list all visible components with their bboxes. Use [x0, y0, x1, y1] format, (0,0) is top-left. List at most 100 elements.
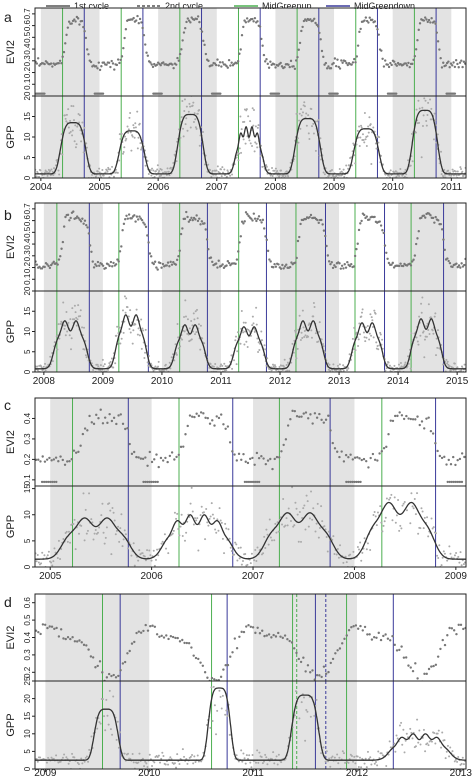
gpp-point — [398, 724, 401, 727]
gpp-point — [366, 750, 369, 753]
gpp-point — [103, 542, 106, 545]
evi2-point — [455, 632, 458, 636]
gpp-point — [419, 743, 422, 746]
evi2-point — [341, 61, 344, 64]
gpp-point — [128, 116, 131, 119]
evi2-point — [39, 460, 42, 463]
evi2-point — [124, 28, 128, 31]
evi2-point — [309, 413, 312, 416]
gpp-point — [353, 154, 356, 157]
y-tick-label: 0.2 — [23, 453, 32, 465]
gpp-point — [127, 752, 130, 755]
evi2-point — [196, 15, 200, 18]
evi2-point — [283, 634, 287, 637]
gpp-point — [381, 338, 384, 341]
evi2-point — [137, 22, 140, 25]
gpp-point — [196, 112, 199, 115]
gpp-point — [235, 156, 238, 159]
evi2-point — [87, 648, 90, 651]
gpp-point — [369, 549, 372, 552]
gpp-point — [260, 755, 263, 758]
gpp-point — [186, 762, 189, 765]
gpp-point — [427, 744, 430, 747]
evi2-point — [244, 21, 248, 24]
evi2-point — [168, 265, 171, 268]
gpp-point — [432, 526, 435, 529]
y-tick-label: 0.3 — [23, 250, 32, 262]
evi2-point — [194, 656, 198, 660]
x-tick-label: 2005 — [39, 571, 62, 582]
evi2-zero-point — [101, 92, 105, 95]
gpp-point — [399, 167, 402, 170]
gpp-point — [80, 757, 83, 760]
evi2-point — [164, 456, 167, 460]
gpp-point — [352, 550, 355, 553]
evi2-point — [361, 629, 364, 632]
evi2-point — [94, 666, 97, 669]
evi2-point — [269, 60, 272, 63]
gpp-point — [102, 174, 105, 177]
gpp-point — [305, 708, 308, 711]
evi2-point — [329, 67, 333, 70]
gpp-point — [280, 761, 283, 764]
gpp-point — [94, 175, 97, 178]
evi2-point — [105, 63, 108, 66]
evi2-point — [282, 267, 285, 270]
evi2-point — [433, 221, 436, 224]
gpp-point — [234, 335, 237, 338]
gpp-point — [429, 98, 432, 101]
gpp-point — [352, 142, 355, 145]
gpp-point — [237, 760, 240, 763]
gpp-point — [186, 318, 189, 321]
evi2-point — [203, 222, 206, 225]
y-tick-label: 0.2 — [23, 66, 32, 78]
evi2-point — [271, 467, 274, 471]
evi2-point — [136, 14, 139, 18]
evi2-point — [452, 629, 456, 632]
evi2-point — [40, 267, 44, 270]
evi2-point — [229, 655, 232, 658]
gpp-point — [176, 753, 179, 756]
gpp-point — [219, 365, 222, 368]
evi2-point — [66, 460, 69, 463]
gpp-point — [248, 139, 251, 142]
y-tick-label: 10 — [23, 327, 32, 336]
x-tick-label: 2011 — [441, 182, 463, 193]
evi2-point — [273, 457, 276, 461]
x-tick-label: 2010 — [138, 768, 161, 779]
evi2-zero-point — [51, 480, 54, 484]
gpp-point — [333, 756, 336, 759]
evi2-point — [123, 36, 126, 40]
gpp-point — [456, 170, 459, 173]
evi2-point — [178, 640, 182, 643]
gpp-point — [176, 322, 179, 325]
gpp-point — [174, 343, 177, 346]
evi2-point — [255, 219, 258, 223]
gpp-point — [75, 316, 78, 319]
gpp-fitted-curve — [35, 501, 466, 560]
evi2-point — [54, 456, 58, 459]
gpp-point — [145, 762, 148, 765]
evi2-point — [207, 59, 210, 63]
gpp-point — [368, 757, 371, 760]
evi2-point — [426, 20, 429, 24]
y-tick-label: 0.6 — [23, 214, 32, 226]
evi2-point — [460, 452, 464, 455]
gpp-point — [221, 166, 224, 169]
gpp-point — [448, 545, 451, 548]
evi2-point — [98, 264, 101, 267]
gpp-point — [420, 302, 423, 305]
gpp-point — [269, 536, 272, 539]
evi2-point — [178, 52, 182, 56]
evi2-point — [169, 635, 173, 638]
evi2-point — [256, 217, 259, 221]
gpp-point — [264, 753, 267, 756]
evi2-point — [165, 634, 168, 637]
evi2-point — [267, 66, 271, 69]
x-tick-label: 2009 — [323, 182, 346, 193]
gpp-point — [296, 347, 299, 350]
evi2-point — [46, 263, 49, 266]
evi2-point — [311, 669, 314, 672]
gpp-point — [195, 127, 198, 130]
gpp-point — [85, 356, 88, 359]
